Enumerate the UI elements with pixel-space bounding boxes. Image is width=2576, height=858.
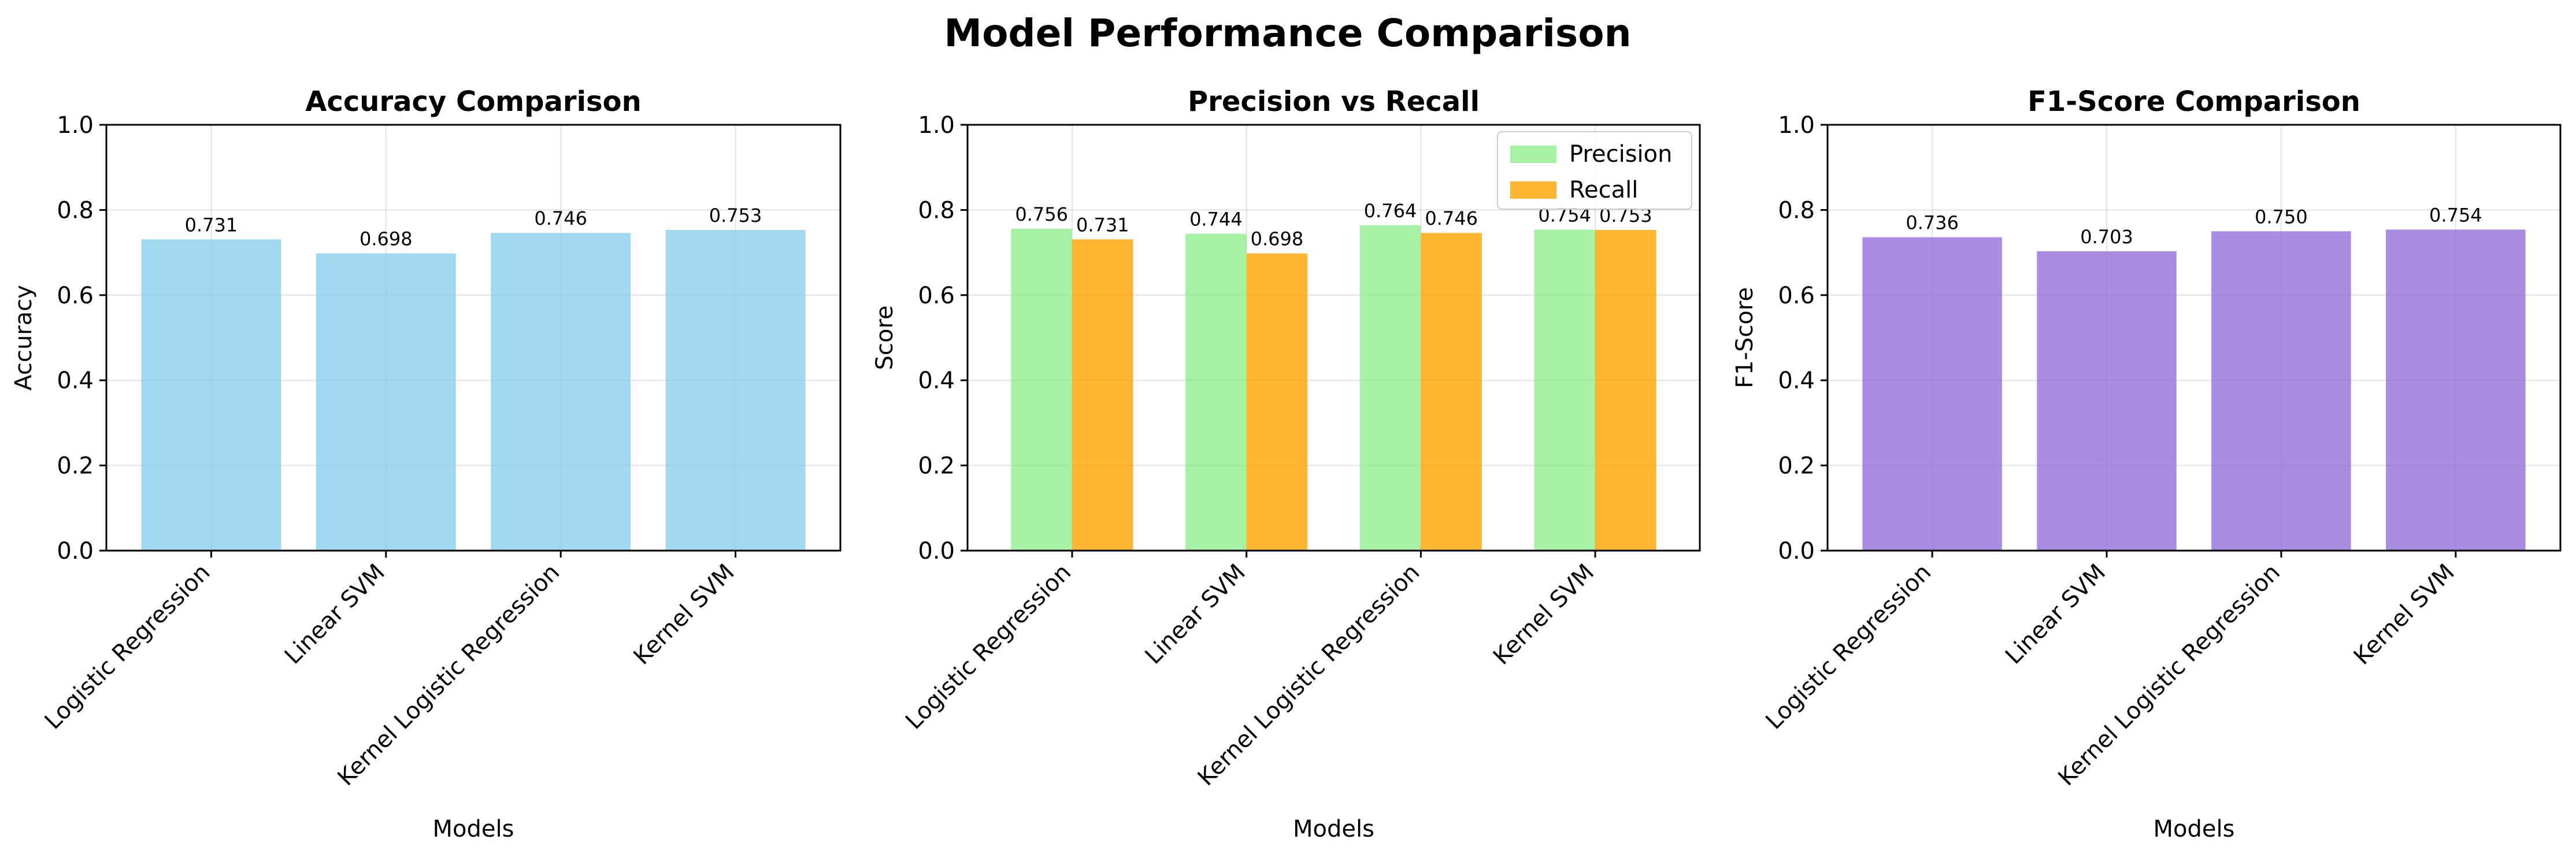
legend-label: Recall: [1569, 177, 1638, 203]
y-tick-label: 0.8: [57, 197, 94, 224]
y-tick-label: 0.6: [1778, 283, 1815, 309]
panel-title: Accuracy Comparison: [305, 86, 642, 118]
bar: [316, 253, 456, 551]
x-axis-label: Models: [1293, 816, 1374, 842]
legend-label: Precision: [1569, 141, 1672, 168]
data-label: 0.746: [534, 207, 587, 229]
bar: [1011, 228, 1072, 551]
y-tick-label: 1.0: [918, 112, 955, 139]
legend-swatch: [1510, 146, 1556, 163]
x-tick-label: Kernel SVM: [1488, 559, 1599, 670]
bar: [141, 239, 281, 551]
legend-swatch: [1510, 181, 1556, 199]
x-axis-label: Models: [433, 816, 514, 842]
bar: [1359, 225, 1421, 551]
data-label: 0.698: [359, 228, 413, 250]
data-label: 0.746: [1425, 207, 1478, 229]
axes-frame: [966, 124, 1701, 552]
legend: Precision Recall: [1497, 131, 1692, 210]
figure-title: Model Performance Comparison: [944, 11, 1631, 55]
y-tick-label: 1.0: [1778, 112, 1815, 139]
y-tick-label: 0.2: [1778, 453, 1815, 480]
panel-title: F1-Score Comparison: [2028, 86, 2360, 118]
data-label: 0.703: [2080, 226, 2133, 248]
data-label: 0.756: [1015, 203, 1068, 225]
bar: [1862, 237, 2002, 551]
y-tick-label: 0.4: [918, 367, 955, 394]
y-axis-label: Score: [872, 305, 898, 370]
x-axis-label: Models: [2154, 816, 2235, 842]
axes-frame: [1826, 124, 2562, 552]
y-tick-label: 0.4: [57, 367, 94, 394]
bar: [491, 233, 631, 551]
panel-title: Precision vs Recall: [1188, 86, 1480, 118]
data-label: 0.744: [1189, 209, 1243, 231]
bar: [2037, 251, 2177, 551]
data-label: 0.750: [2255, 206, 2308, 228]
bar: [2211, 231, 2351, 551]
y-tick-label: 0.0: [57, 538, 94, 564]
x-tick-label: Linear SVM: [1140, 559, 1251, 670]
panel-3: 0.736 0.703 0.750 0.754 0.0 0.2 0.4 0.6 0.8 1.0 Lo…: [1732, 86, 2562, 842]
x-tick-label: Kernel SVM: [629, 559, 740, 670]
data-label: 0.753: [709, 205, 762, 226]
x-tick-label: Kernel SVM: [2349, 559, 2460, 670]
y-tick-label: 0.6: [918, 283, 955, 309]
x-tick-label: Logistic Regression: [900, 559, 1076, 735]
bar: [1246, 253, 1308, 551]
data-label: 0.698: [1251, 228, 1304, 250]
y-tick-label: 0.0: [1778, 538, 1815, 564]
bar: [1072, 239, 1133, 551]
x-tick-label: Linear SVM: [2000, 559, 2111, 670]
y-axis-label: Accuracy: [10, 285, 37, 391]
y-tick-label: 0.6: [57, 283, 94, 309]
y-tick-label: 0.2: [57, 453, 94, 480]
bar: [1185, 233, 1247, 551]
bar: [1595, 230, 1656, 551]
y-tick-label: 1.0: [57, 112, 94, 139]
x-tick-label: Linear SVM: [280, 559, 390, 670]
bar: [665, 230, 806, 551]
data-label: 0.764: [1364, 200, 1417, 222]
y-axis-label: F1-Score: [1732, 287, 1758, 388]
bar: [1534, 229, 1595, 551]
y-tick-label: 0.4: [1778, 367, 1815, 394]
data-label: 0.736: [1906, 212, 1959, 234]
x-tick-label: Logistic Regression: [40, 559, 216, 735]
bar: [1421, 233, 1482, 551]
y-tick-label: 0.8: [1778, 197, 1815, 224]
data-label: 0.754: [2429, 204, 2482, 226]
data-label: 0.731: [185, 214, 238, 236]
x-tick-label: Logistic Regression: [1760, 559, 1936, 735]
y-tick-label: 0.0: [918, 538, 955, 564]
bar: [2386, 229, 2526, 551]
axes-frame: [105, 124, 842, 552]
panel-1: 0.731 0.698 0.746 0.753 0.0 0.2 0.4 0.6 0.8 1.0 Lo…: [10, 86, 842, 842]
data-label: 0.731: [1076, 214, 1129, 236]
y-tick-label: 0.8: [918, 197, 955, 224]
y-tick-label: 0.2: [918, 453, 955, 480]
